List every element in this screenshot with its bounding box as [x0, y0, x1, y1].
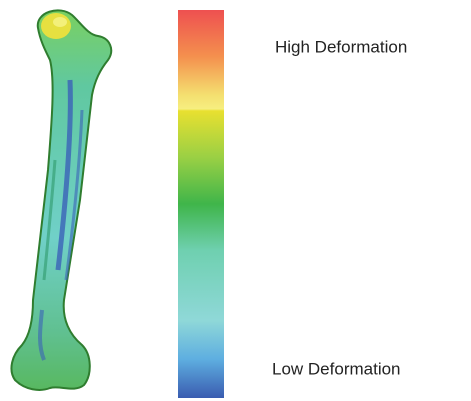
color-scale-bar	[178, 10, 224, 398]
low-label: Low Deformation	[272, 359, 401, 378]
figure: High Deformation Low Deformation	[0, 0, 471, 401]
femur	[11, 10, 111, 390]
femur-head-highlight	[53, 17, 67, 27]
femur-outline	[11, 10, 111, 390]
high-label: High Deformation	[275, 37, 407, 56]
